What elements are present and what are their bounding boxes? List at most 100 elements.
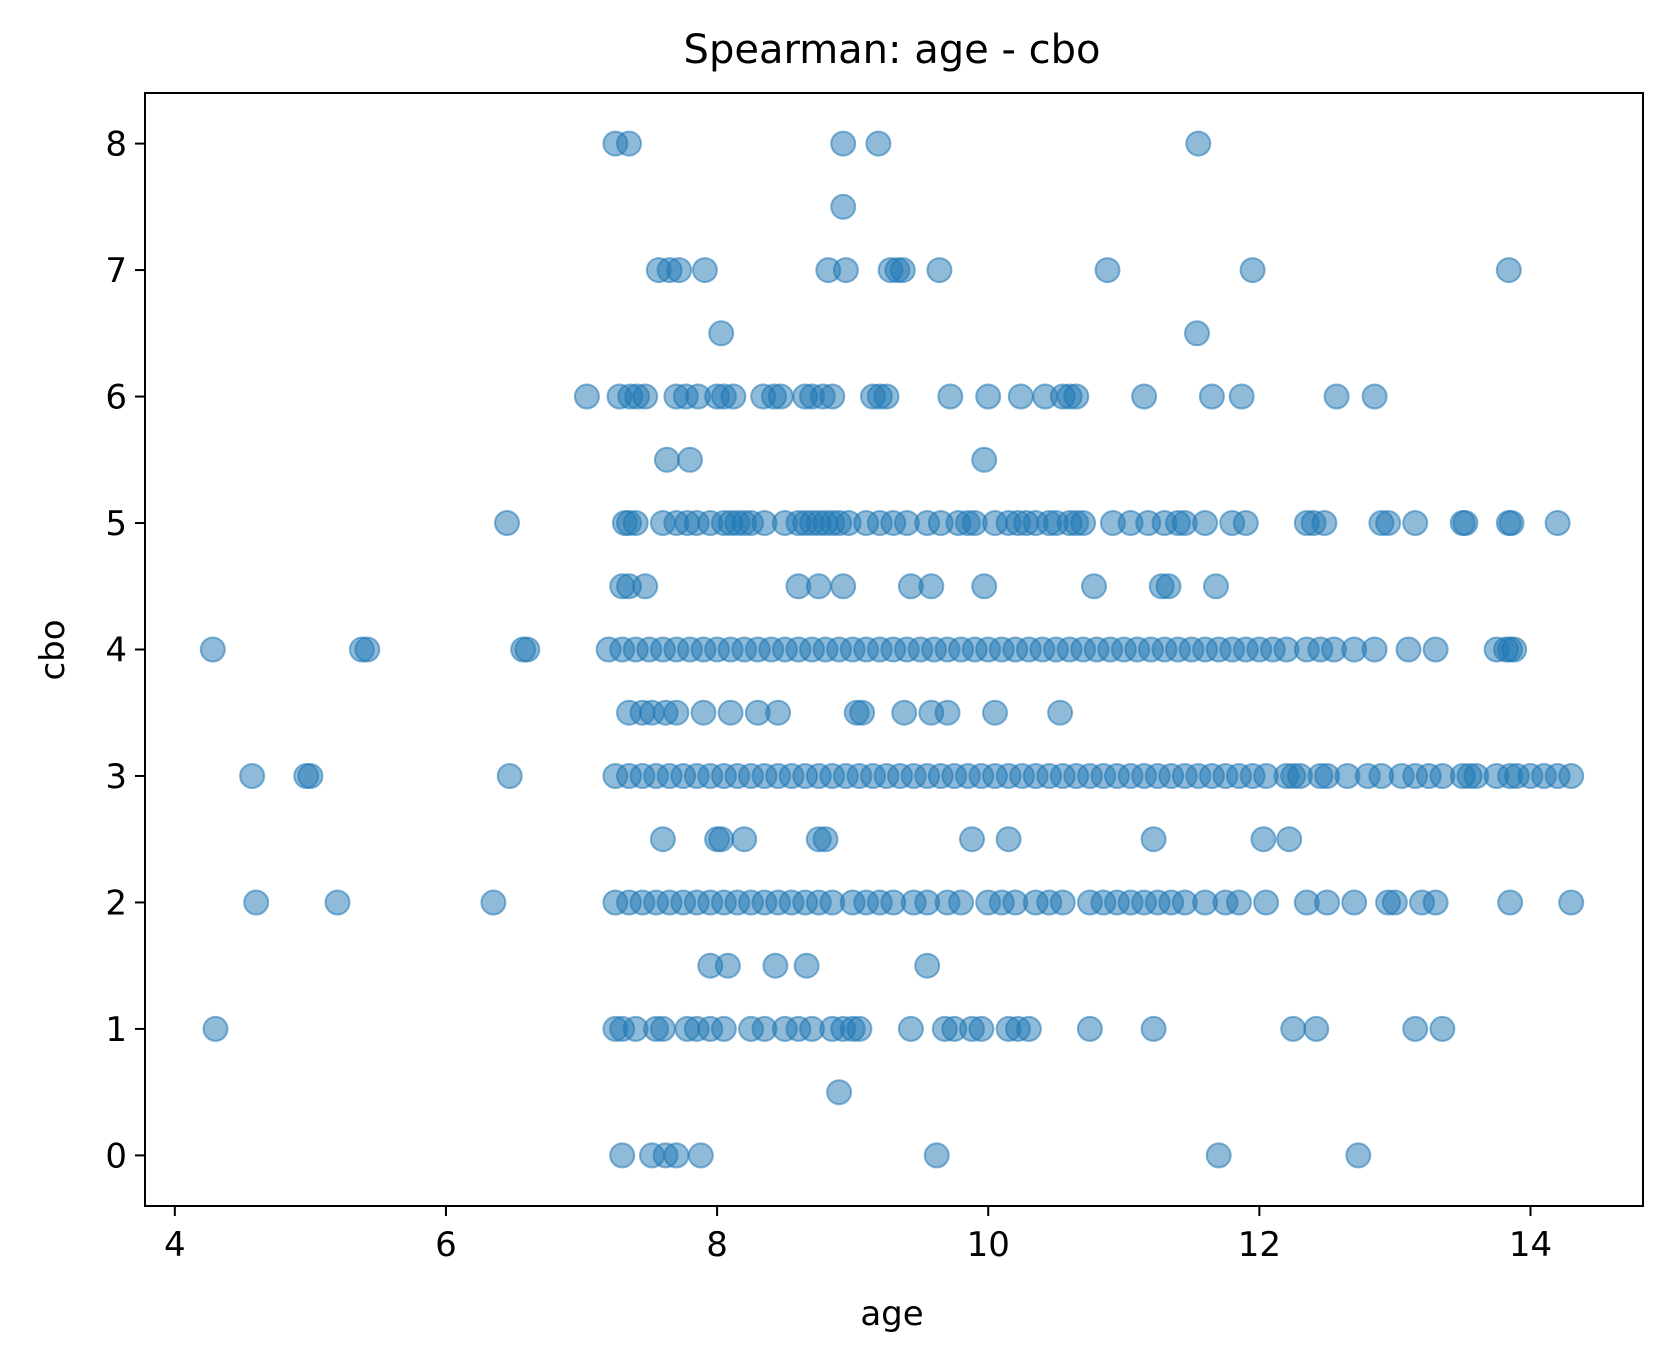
scatter-point — [1205, 1142, 1232, 1169]
scatter-point — [1497, 889, 1524, 916]
scatter-point — [1131, 383, 1158, 410]
scatter-point — [1495, 257, 1522, 284]
y-tick-label: 8 — [105, 125, 127, 165]
scatter-point — [1015, 1015, 1042, 1042]
scatter-point — [948, 889, 975, 916]
scatter-point — [1314, 889, 1341, 916]
scatter-point — [914, 952, 941, 979]
scatter-point — [959, 826, 985, 853]
scatter-point — [1375, 510, 1402, 536]
scatter-point — [889, 257, 916, 284]
scatter-point — [1501, 636, 1528, 663]
scatter-point — [717, 699, 744, 726]
scatter-point — [1558, 763, 1585, 789]
y-axis: 0 1 2 3 4 5 6 7 8 — [105, 125, 145, 1176]
scatter-point — [1185, 130, 1212, 157]
scatter-point — [982, 699, 1008, 726]
scatter-point — [812, 826, 839, 853]
scatter-point — [622, 510, 649, 536]
scatter-point — [767, 383, 794, 410]
scatter-point — [1047, 699, 1074, 726]
scatter-point — [609, 1142, 636, 1169]
scatter-point — [891, 699, 918, 726]
scatter-point — [1544, 510, 1571, 536]
scatter-point — [1192, 510, 1219, 536]
scatter-point — [687, 1142, 714, 1169]
scatter-point — [1250, 826, 1277, 853]
scatter-point — [830, 573, 857, 600]
scatter-point — [1429, 1015, 1456, 1042]
y-tick-label: 4 — [105, 631, 127, 671]
scatter-point — [1049, 889, 1076, 916]
x-axis-label: age — [860, 1294, 923, 1334]
scatter-point — [1381, 889, 1408, 916]
scatter-point — [1239, 257, 1266, 284]
scatter-point — [354, 636, 381, 663]
scatter-point — [494, 510, 520, 536]
scatter-point — [691, 257, 718, 284]
scatter-point — [805, 573, 832, 600]
scatter-point — [971, 573, 998, 600]
scatter-point — [934, 699, 961, 726]
scatter-point — [1155, 573, 1182, 600]
scatter-point — [666, 257, 693, 284]
scatter-point — [1323, 383, 1350, 410]
y-tick-label: 7 — [105, 251, 127, 291]
scatter-point — [480, 889, 507, 916]
scatter-point — [708, 826, 735, 853]
scatter-point — [1198, 383, 1225, 410]
scatter-point — [832, 257, 859, 284]
scatter-point — [1081, 573, 1107, 600]
y-tick-label: 5 — [105, 504, 127, 544]
scatter-point — [616, 130, 642, 157]
scatter-point — [1402, 1015, 1429, 1042]
scatter-point — [1558, 889, 1585, 916]
scatter-point — [731, 826, 758, 853]
scatter-point — [762, 952, 789, 979]
scatter-point — [1007, 383, 1034, 410]
x-tick-label: 14 — [1509, 1225, 1552, 1265]
scatter-point — [710, 1015, 737, 1042]
x-tick-label: 6 — [435, 1225, 457, 1265]
scatter-point — [1402, 510, 1429, 536]
scatter-point — [1311, 510, 1338, 536]
scatter-point — [1070, 510, 1097, 536]
scatter-point — [632, 383, 659, 410]
scatter-point — [793, 952, 820, 979]
scatter-point — [1203, 573, 1229, 600]
scatter-point — [243, 889, 270, 916]
scatter-point — [1452, 510, 1479, 536]
scatter-point — [1226, 889, 1252, 916]
scatter-point — [324, 889, 351, 916]
scatter-point — [865, 130, 892, 157]
scatter-point — [199, 636, 226, 663]
scatter-point — [1232, 510, 1259, 536]
scatter-point — [918, 573, 945, 600]
scatter-point — [1341, 889, 1368, 916]
scatter-point — [1184, 320, 1210, 347]
scatter-point — [819, 383, 846, 410]
scatter-point — [573, 383, 600, 410]
scatter-point — [765, 699, 792, 726]
scatter-point — [937, 383, 964, 410]
x-axis: 4 6 8 10 12 14 — [164, 1206, 1552, 1265]
scatter-point — [1422, 889, 1449, 916]
scatter-point — [649, 1015, 676, 1042]
scatter-point — [1228, 383, 1255, 410]
scatter-point — [720, 383, 747, 410]
scatter-point — [1140, 1015, 1167, 1042]
x-tick-label: 12 — [1238, 1225, 1281, 1265]
scatter-point — [677, 446, 703, 473]
scatter-point — [968, 1015, 995, 1042]
y-tick-label: 1 — [105, 1010, 127, 1050]
scatter-point — [1076, 1015, 1103, 1042]
scatter-point — [663, 1142, 690, 1169]
scatter-point — [653, 446, 680, 473]
scatter-point — [708, 320, 735, 347]
scatter-point — [1253, 889, 1280, 916]
y-tick-label: 3 — [105, 757, 127, 797]
scatter-point — [1498, 510, 1525, 536]
scatter-point — [1361, 636, 1388, 663]
